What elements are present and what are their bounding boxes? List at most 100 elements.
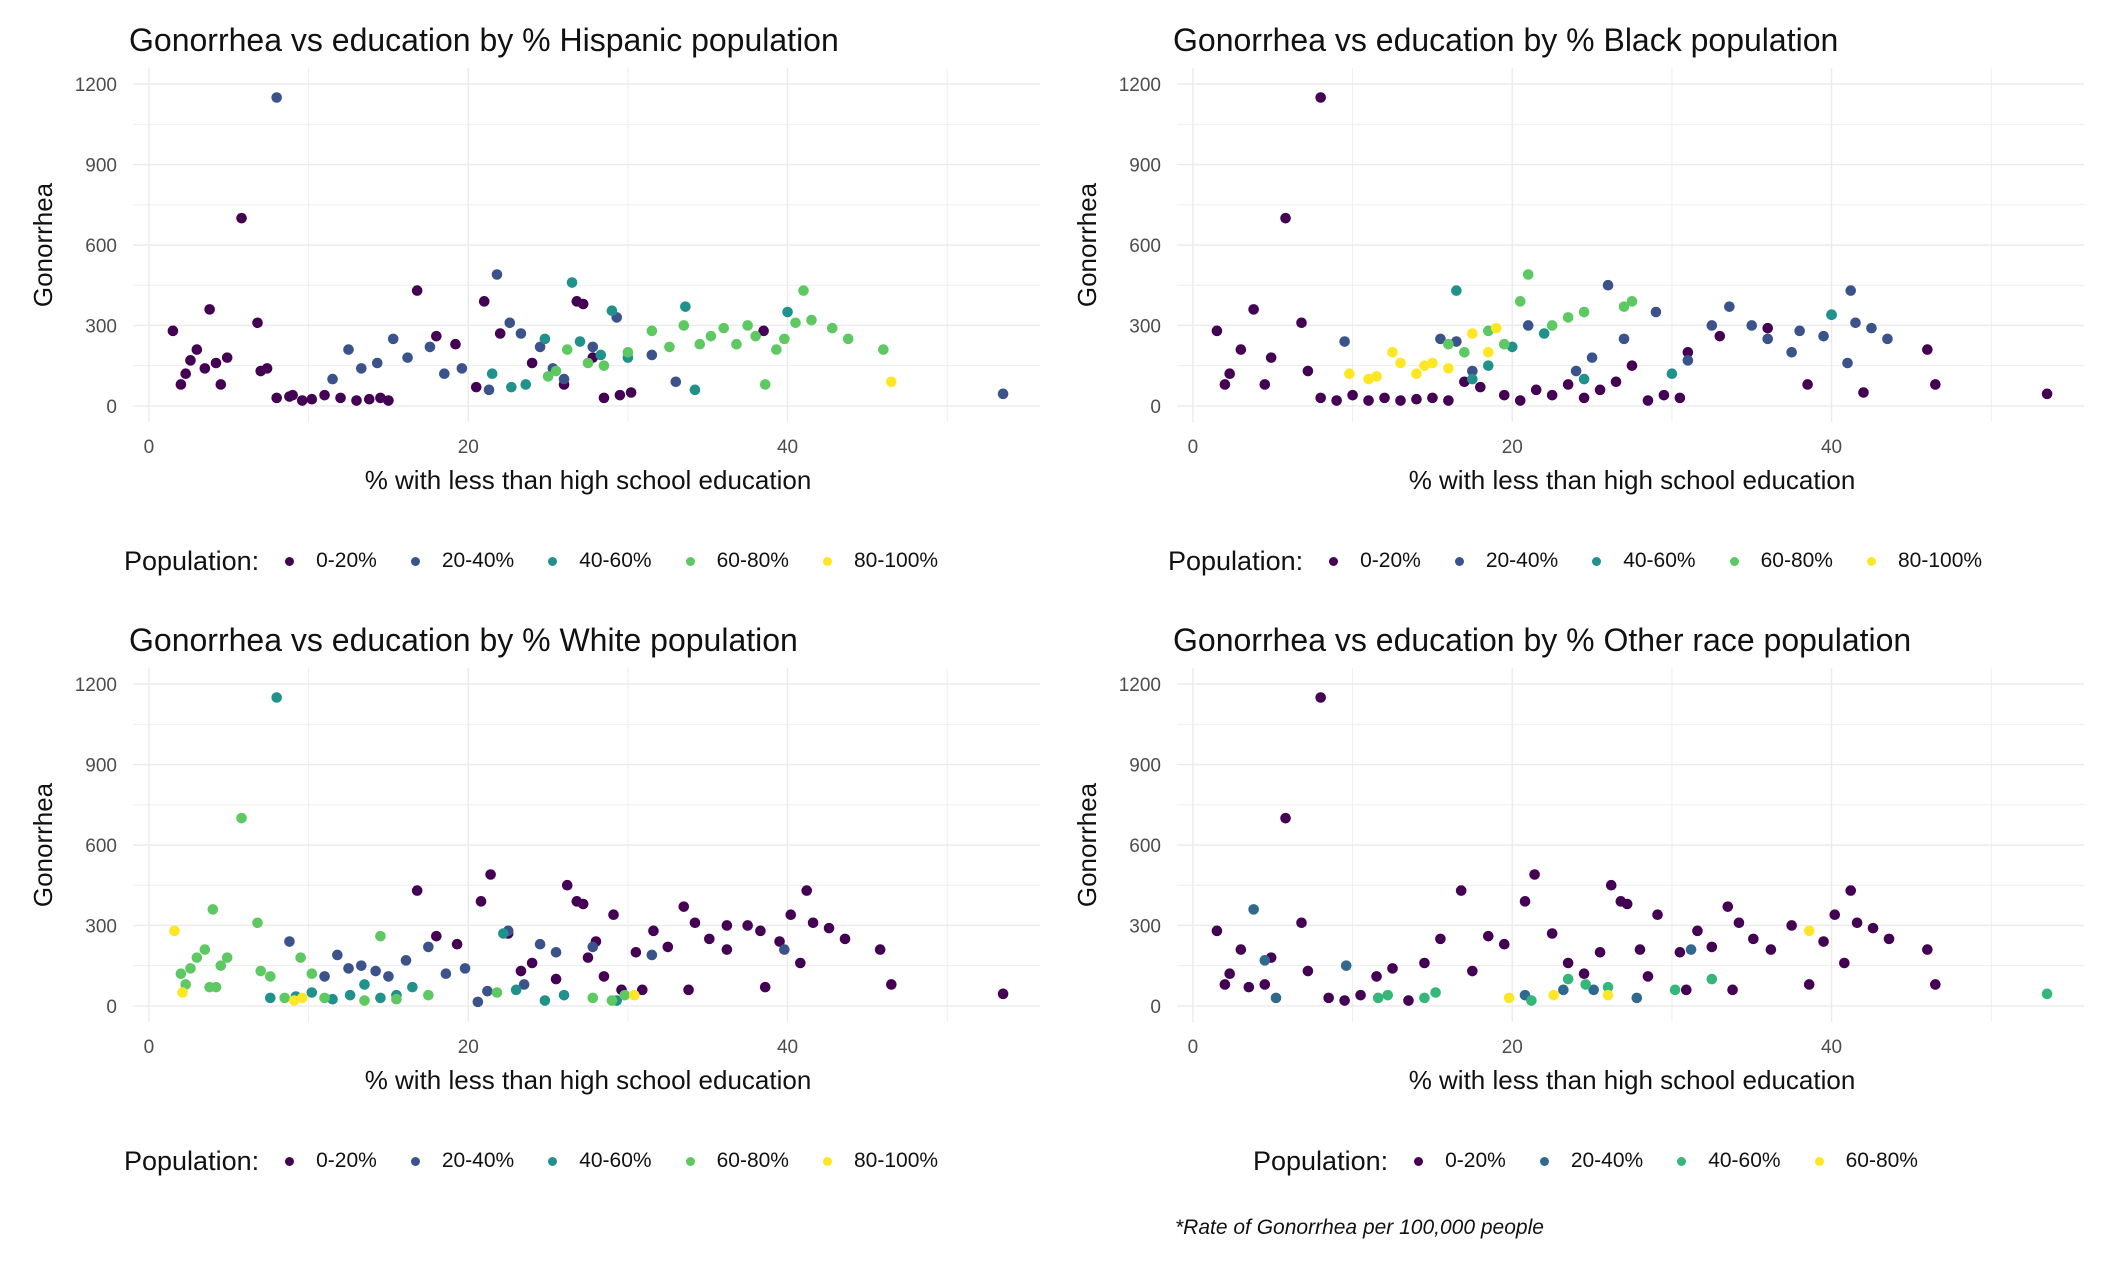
- legend-label: 40-60%: [579, 549, 652, 572]
- legend-dot-icon: [548, 1156, 558, 1166]
- data-point: [1839, 957, 1850, 969]
- data-point: [359, 979, 370, 990]
- scatter-plot-other-race: 0 20 40 0 300 600 900 1200 % with less than high…: [1072, 668, 2084, 1095]
- data-point: [1882, 333, 1893, 345]
- data-point: [1411, 393, 1422, 405]
- data-point: [1419, 992, 1430, 1004]
- data-point: [670, 376, 682, 388]
- x-axis-label: % with less than high school education: [365, 1065, 812, 1095]
- legend-item: 20-40%: [1454, 549, 1559, 573]
- data-point: [191, 952, 203, 963]
- data-point: [1748, 933, 1759, 945]
- data-point: [271, 92, 282, 103]
- data-point: [886, 979, 897, 990]
- legend-item: 40-60%: [1592, 549, 1696, 573]
- data-point: [1562, 379, 1574, 390]
- data-point: [504, 317, 516, 329]
- legend-label: 0-20%: [1445, 1149, 1506, 1172]
- data-point: [625, 387, 637, 398]
- x-tick-label: 40: [1821, 437, 1842, 458]
- data-point: [561, 879, 573, 891]
- data-point: [587, 941, 599, 953]
- data-point: [306, 393, 318, 405]
- legend-dot-icon: [285, 1156, 295, 1166]
- y-tick-label: 600: [85, 836, 117, 857]
- data-point: [215, 379, 227, 390]
- data-point: [1786, 920, 1797, 931]
- data-point: [1483, 930, 1494, 942]
- data-point: [1580, 979, 1592, 990]
- data-point: [758, 325, 769, 337]
- data-point: [1243, 981, 1255, 993]
- x-axis-label: % with less than high school education: [1409, 1065, 1856, 1095]
- data-point: [806, 314, 817, 326]
- x-tick-label: 0: [1188, 1037, 1199, 1058]
- legend-dot-icon: [822, 1156, 832, 1166]
- y-tick-label: 900: [1129, 756, 1161, 777]
- data-point: [279, 992, 290, 1004]
- data-point: [518, 979, 530, 990]
- data-point: [1727, 984, 1738, 996]
- legend-item: 60-80%: [685, 549, 789, 573]
- data-point: [1296, 317, 1307, 329]
- data-point: [1706, 973, 1718, 985]
- data-point: [1483, 360, 1494, 371]
- data-point: [1530, 384, 1542, 396]
- legend-label: 20-40%: [1485, 549, 1559, 572]
- data-point: [1427, 357, 1438, 369]
- data-point: [1826, 309, 1837, 321]
- data-point: [169, 925, 180, 937]
- data-point: [1211, 325, 1223, 337]
- data-point: [742, 920, 753, 931]
- data-point: [539, 995, 551, 1006]
- data-point: [1403, 995, 1414, 1006]
- series-20-40%: [284, 925, 790, 1008]
- data-point: [1315, 92, 1326, 103]
- data-point: [721, 944, 733, 955]
- data-point: [1280, 212, 1291, 224]
- data-point: [494, 328, 506, 339]
- data-point: [1602, 981, 1614, 993]
- data-point: [1490, 322, 1502, 334]
- data-point: [1794, 325, 1805, 337]
- data-point: [526, 357, 538, 369]
- data-point: [662, 941, 674, 953]
- data-point: [383, 395, 394, 406]
- legend-label: 60-80%: [1845, 1149, 1918, 1172]
- data-point: [1610, 376, 1622, 388]
- data-point: [1851, 917, 1863, 929]
- y-tick-label: 900: [85, 156, 117, 177]
- legend-label: 80-100%: [1897, 549, 1983, 572]
- data-point: [1666, 368, 1678, 380]
- data-point: [1315, 392, 1326, 404]
- data-point: [319, 992, 330, 1004]
- data-point: [1475, 381, 1486, 393]
- data-point: [1652, 909, 1663, 921]
- data-point: [431, 330, 442, 342]
- data-point: [1578, 306, 1590, 318]
- data-point: [566, 277, 578, 288]
- data-point: [2041, 388, 2053, 400]
- data-point: [296, 395, 308, 406]
- data-point: [1526, 995, 1537, 1006]
- legend-item: 0-20%: [1414, 1149, 1506, 1173]
- data-point: [327, 373, 338, 385]
- data-point: [1733, 917, 1745, 929]
- x-tick-label: 0: [1188, 437, 1199, 458]
- data-point: [1762, 333, 1774, 345]
- data-point: [1746, 320, 1758, 331]
- data-point: [1498, 389, 1510, 401]
- data-point: [1578, 968, 1590, 980]
- y-tick-label: 300: [1129, 316, 1161, 337]
- data-point: [261, 363, 273, 374]
- data-point: [1339, 995, 1350, 1006]
- data-point: [705, 330, 717, 342]
- data-point: [1259, 955, 1271, 966]
- y-tick-label: 600: [85, 236, 117, 257]
- data-point: [1586, 352, 1598, 363]
- data-point: [1562, 973, 1574, 985]
- data-point: [1594, 384, 1606, 396]
- data-point: [782, 306, 793, 318]
- data-point: [1594, 946, 1606, 958]
- data-point: [1387, 346, 1398, 358]
